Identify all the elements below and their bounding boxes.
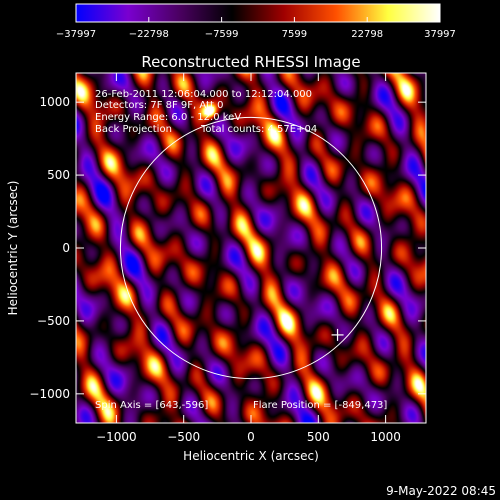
solar-disk-outline bbox=[119, 116, 383, 380]
y-tick-label: 0 bbox=[62, 241, 70, 255]
y-tick-label: 500 bbox=[47, 168, 70, 182]
y-tick-label: 1000 bbox=[39, 95, 70, 109]
colorbar-tick-label: 37997 bbox=[424, 29, 456, 40]
x-tick-label: −1000 bbox=[96, 430, 137, 444]
x-tick-label: 500 bbox=[307, 430, 330, 444]
colorbar: −37997 −22798 −7599 7599 22798 37997 bbox=[56, 3, 456, 40]
colorbar-ticks: −37997 −22798 −7599 7599 22798 37997 bbox=[56, 17, 456, 40]
colorbar-tick-label: −7599 bbox=[205, 29, 239, 40]
spin-axis-label: Spin Axis = [643,-596] bbox=[95, 400, 208, 411]
chart-title: Reconstructed RHESSI Image bbox=[141, 53, 360, 71]
y-tick-label: −500 bbox=[37, 314, 70, 328]
x-tick-label: 1000 bbox=[370, 430, 401, 444]
colorbar-gradient bbox=[75, 3, 441, 23]
colorbar-tick-label: −37997 bbox=[56, 29, 96, 40]
x-tick-label: 0 bbox=[247, 430, 255, 444]
colorbar-tick-label: −22798 bbox=[129, 29, 169, 40]
spin-axis-marker bbox=[331, 328, 344, 341]
x-axis-label: Heliocentric X (arcsec) bbox=[183, 449, 319, 463]
annotation-line: Detectors: 7F 8F 9F, Att 0 bbox=[95, 100, 223, 111]
annotation-line: 26-Feb-2011 12:06:04.000 to 12:12:04.000 bbox=[95, 89, 312, 100]
x-tick-label: −500 bbox=[167, 430, 200, 444]
annotation-line: Back Projection bbox=[95, 124, 172, 135]
annotation-line: Total counts: 4.57E+04 bbox=[200, 124, 317, 135]
annotation-line: Energy Range: 6.0 - 12.0 keV bbox=[95, 112, 241, 123]
y-axis-ticks: −1000 −500 0 500 1000 bbox=[29, 95, 426, 401]
annotation-block: 26-Feb-2011 12:06:04.000 to 12:12:04.000… bbox=[95, 89, 317, 135]
colorbar-tick-label: 7599 bbox=[282, 29, 307, 40]
y-axis-label: Heliocentric Y (arcsec) bbox=[6, 181, 20, 316]
y-tick-label: −1000 bbox=[29, 387, 70, 401]
x-axis-ticks: −1000 −500 0 500 1000 bbox=[96, 73, 401, 444]
flare-position-label: Flare Position = [-849,473] bbox=[253, 400, 387, 411]
plot-area: −1000 −500 0 500 1000 −1000 −500 0 500 1000 bbox=[29, 72, 427, 444]
heatmap-raster bbox=[76, 73, 426, 423]
heatmap-image bbox=[76, 73, 426, 423]
timestamp: 9-May-2022 08:45 bbox=[386, 484, 496, 498]
colorbar-tick-label: 22798 bbox=[351, 29, 383, 40]
